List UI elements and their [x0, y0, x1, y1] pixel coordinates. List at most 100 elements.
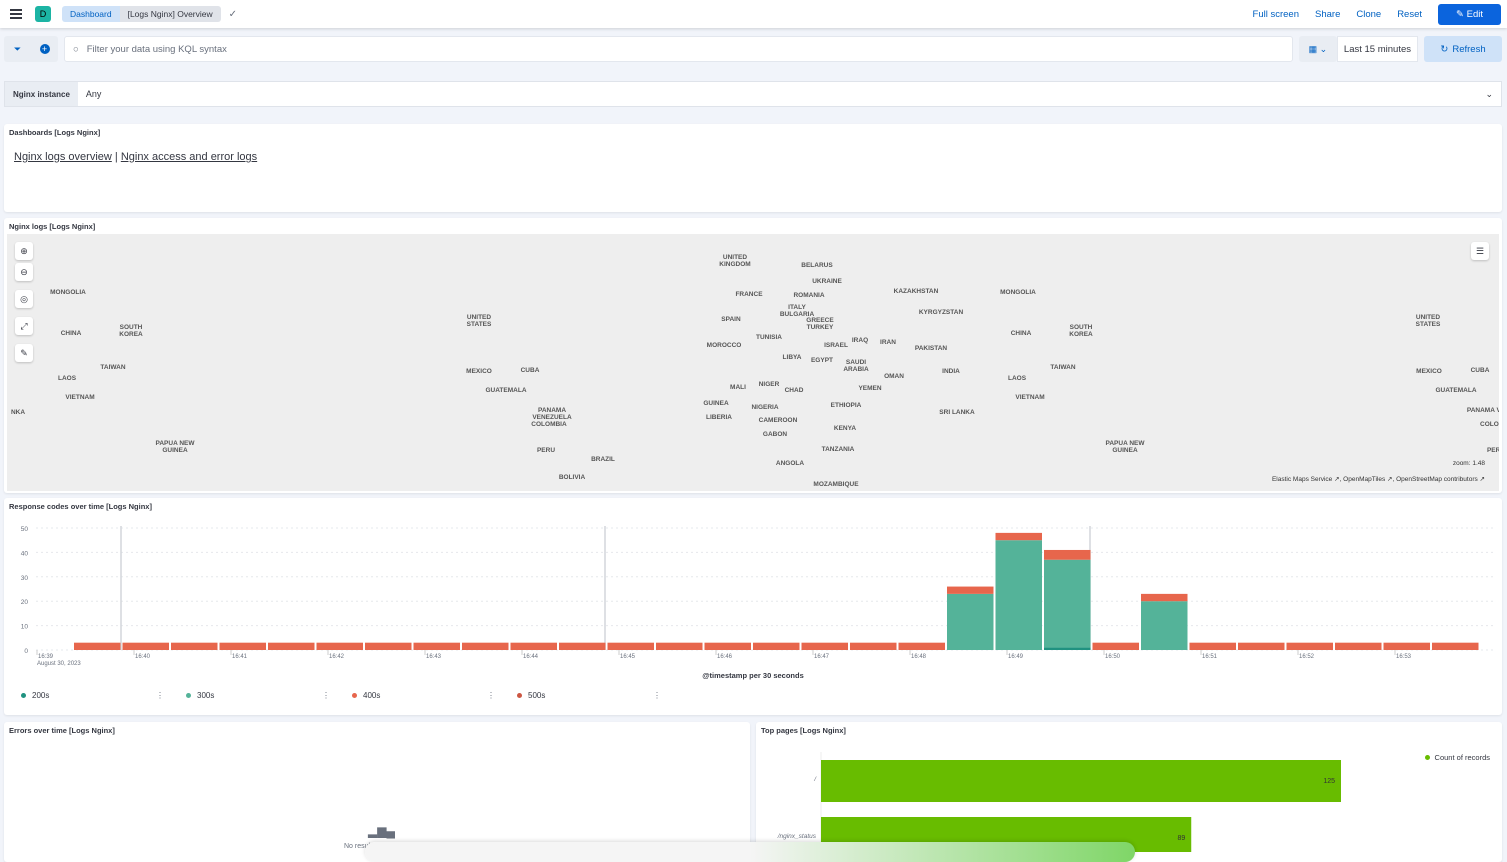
fit-bounds-icon[interactable]: ⤢: [15, 317, 33, 335]
bar-300s[interactable]: [1141, 601, 1188, 650]
refresh-button[interactable]: ↻ Refresh: [1424, 36, 1502, 62]
bar-400s[interactable]: [171, 642, 218, 650]
floating-toolbar[interactable]: [365, 842, 1135, 862]
bar-200s[interactable]: [1044, 647, 1091, 650]
bar-400s[interactable]: [1238, 642, 1285, 650]
bar-400s[interactable]: [947, 586, 994, 594]
x-tick-label: 16:52: [1299, 654, 1315, 660]
kql-search-input[interactable]: ○ Filter your data using KQL syntax: [64, 36, 1293, 62]
x-tick-label: 16:43: [426, 654, 442, 660]
attr-ems[interactable]: Elastic Maps Service: [1271, 476, 1333, 483]
top-pages-chart: / 125/nginx_status 89: [777, 752, 1341, 852]
map-country-label: VIETNAM: [65, 394, 95, 401]
bar-400s[interactable]: [1432, 642, 1479, 650]
legend-500s[interactable]: 500s: [517, 691, 545, 700]
map-country-label: KENYA: [833, 425, 857, 432]
zoom-in-button[interactable]: ⊕: [15, 242, 33, 260]
clone-button[interactable]: Clone: [1356, 8, 1382, 20]
bar-400s[interactable]: [1092, 642, 1140, 650]
bar-400s[interactable]: [898, 642, 946, 650]
bar-400s[interactable]: [704, 642, 752, 650]
link-nginx-access-error-logs[interactable]: Nginx access and error logs: [120, 151, 258, 163]
panel-title: Errors over time [Logs Nginx]: [9, 726, 115, 735]
panel-title: Response codes over time [Logs Nginx]: [9, 502, 152, 511]
link-nginx-logs-overview[interactable]: Nginx logs overview: [14, 151, 112, 163]
bar-400s[interactable]: [316, 642, 364, 650]
bar-400s[interactable]: [1044, 549, 1091, 560]
reset-button[interactable]: Reset: [1397, 8, 1423, 20]
bar-300s[interactable]: [947, 593, 994, 650]
bar-400s[interactable]: [122, 642, 170, 650]
map-country-label: LIBERIA: [706, 414, 732, 421]
map-country-label: ITALY BULGARIA: [779, 304, 815, 318]
attr-osm[interactable]: OpenStreetMap contributors: [1396, 476, 1478, 483]
map-country-label: CHINA: [1010, 330, 1032, 337]
full-screen-button[interactable]: Full screen: [1252, 8, 1299, 20]
bar-400s[interactable]: [462, 642, 509, 650]
bar-400s[interactable]: [1286, 642, 1334, 650]
bar-400s[interactable]: [995, 532, 1043, 541]
bar-400s[interactable]: [1383, 642, 1431, 650]
bar-count-of-records[interactable]: [821, 760, 1341, 802]
bar-400s[interactable]: [559, 642, 606, 650]
response-codes-panel: Response codes over time [Logs Nginx] 0 1…: [4, 498, 1502, 715]
legend-dot: [352, 693, 357, 698]
zoom-level: zoom: 1.48: [1452, 460, 1485, 467]
bar-400s[interactable]: [413, 642, 461, 650]
map-country-label: CHAD: [784, 387, 804, 394]
x-tick-label: 16:50: [1105, 654, 1121, 660]
map-country-label: CAMEROON: [758, 417, 798, 424]
legend-200s[interactable]: 200s: [21, 691, 49, 700]
x-tick-label: 16:45: [620, 654, 636, 660]
map-country-label: GABON: [762, 431, 788, 438]
share-button[interactable]: Share: [1315, 8, 1341, 20]
bar-400s[interactable]: [1141, 593, 1188, 602]
filter-options-button[interactable]: ⏷: [4, 36, 31, 62]
date-quick-menu-button[interactable]: ▦ ⌄: [1298, 36, 1337, 62]
check-icon: ✓: [228, 8, 238, 20]
map-country-label: PANAMA VENEZUELA: [532, 407, 572, 421]
locate-icon[interactable]: ◎: [15, 290, 33, 308]
zoom-out-button[interactable]: ⊖: [15, 263, 33, 281]
bar-400s[interactable]: [365, 642, 412, 650]
bar-400s[interactable]: [801, 642, 849, 650]
map-canvas[interactable]: ⊕ ⊖ ◎ ⤢ ✎ ☰ zoom: 1.48 Elastic Maps Serv…: [7, 234, 1499, 491]
bar-400s[interactable]: [1189, 642, 1237, 650]
map-country-label: KYRGYZSTAN: [918, 309, 964, 316]
bar-400s[interactable]: [850, 642, 897, 650]
draw-tool-icon[interactable]: ✎: [15, 344, 33, 362]
bar-400s[interactable]: [510, 642, 558, 650]
legend-action-icon[interactable]: ⋮: [322, 691, 330, 700]
y-tick-label: 30: [21, 575, 29, 582]
legend-300s[interactable]: 300s: [186, 691, 214, 700]
bar-400s[interactable]: [753, 642, 800, 650]
space-avatar[interactable]: D: [35, 6, 51, 22]
map-country-label: SRI LANKA: [939, 409, 975, 416]
nginx-instance-control[interactable]: Nginx instance Any ⌄: [4, 81, 1502, 107]
bar-400s[interactable]: [219, 642, 267, 650]
bar-300s[interactable]: [995, 540, 1043, 650]
menu-icon[interactable]: [10, 9, 22, 19]
map-country-label: UNITED KINGDOM: [719, 254, 751, 268]
legend-action-icon[interactable]: ⋮: [156, 691, 164, 700]
legend-400s[interactable]: 400s: [352, 691, 380, 700]
edit-button[interactable]: ✎ Edit: [1438, 3, 1501, 25]
chevron-down-icon[interactable]: ⌄: [1485, 88, 1493, 99]
map-country-label: CUBA: [1470, 367, 1490, 374]
bar-300s[interactable]: [1044, 559, 1091, 648]
bar-400s[interactable]: [268, 642, 315, 650]
bar-400s[interactable]: [607, 642, 655, 650]
time-range-display[interactable]: Last 15 minutes: [1336, 36, 1418, 62]
add-filter-button[interactable]: +: [31, 36, 58, 62]
bar-400s[interactable]: [1335, 642, 1382, 650]
layer-legend-icon[interactable]: ☰: [1471, 242, 1489, 260]
attr-omt[interactable]: OpenMapTiles: [1343, 476, 1386, 483]
breadcrumb-dashboard[interactable]: Dashboard: [62, 6, 120, 22]
legend-action-icon[interactable]: ⋮: [487, 691, 495, 700]
bar-400s[interactable]: [656, 642, 703, 650]
legend-action-icon[interactable]: ⋮: [653, 691, 661, 700]
map-country-label: ANGOLA: [775, 460, 805, 467]
bar-400s[interactable]: [74, 642, 121, 650]
control-label: Nginx instance: [5, 82, 78, 106]
legend-count-of-records[interactable]: Count of records: [1424, 753, 1490, 762]
